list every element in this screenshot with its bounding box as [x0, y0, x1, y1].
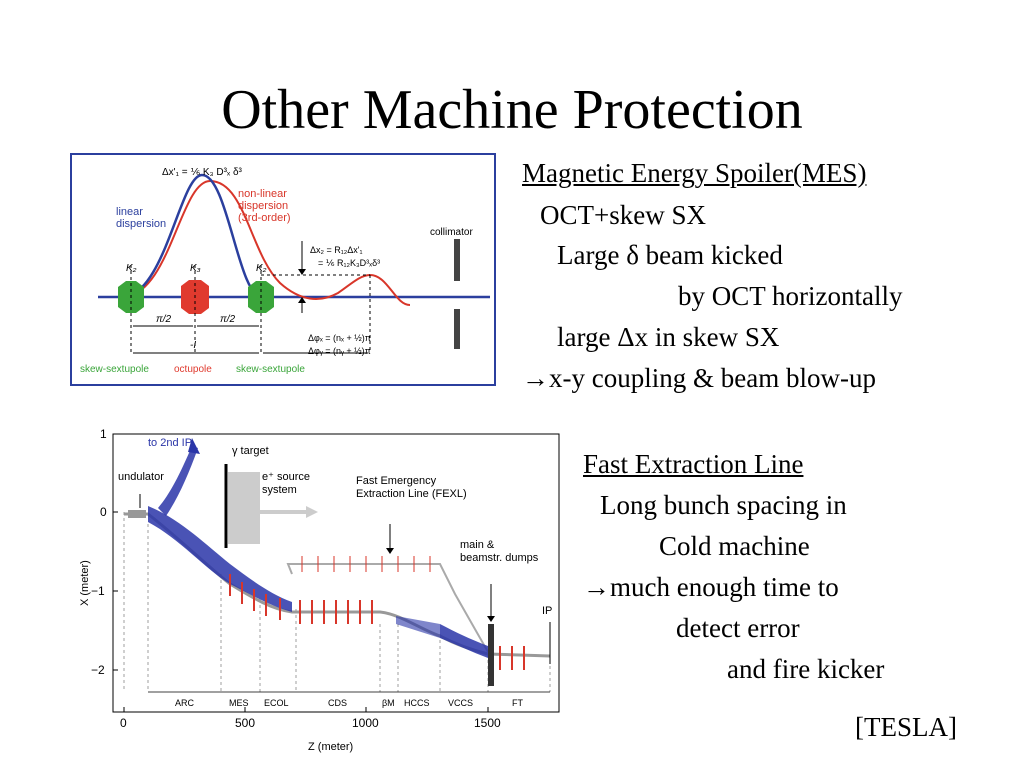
fel-line-1: Long bunch spacing in — [600, 490, 847, 520]
ytick-minus1: −1 — [91, 584, 105, 598]
collimator-upper-jaw — [454, 239, 460, 281]
quadrupole-markers — [229, 574, 525, 670]
ytick-1: 1 — [100, 427, 107, 441]
xtick-1000: 1000 — [352, 716, 379, 730]
nonlinear-label-1: non-linear — [238, 188, 287, 200]
beamline-layout-plot: 1 0 −1 −2 0 500 1000 1500 Z (meter) X (m… — [80, 427, 560, 753]
diagram-frame — [70, 153, 496, 386]
dump-label-1: main & — [460, 539, 495, 551]
beam-dump — [488, 624, 494, 686]
xtick-500: 500 — [235, 716, 255, 730]
nonlinear-label-3: (3rd-order) — [238, 212, 291, 224]
fel-heading: Fast Extraction Line — [583, 449, 804, 479]
fel-line-5: and fire kicker — [727, 654, 885, 684]
linear-label-2: dispersion — [116, 218, 166, 230]
e-plus-source-block — [228, 472, 260, 544]
octupole-label: octupole — [174, 364, 212, 375]
linear-dispersion-curve — [121, 173, 263, 299]
xtick-1500: 1500 — [474, 716, 501, 730]
phase-y-eq: Δφᵧ = (nᵧ + ½)π — [308, 346, 371, 356]
skew-sextupole-label-2: skew-sextupole — [236, 364, 305, 375]
fel-line-4: detect error — [676, 613, 800, 643]
section-hccs: HCCS — [404, 698, 430, 708]
eq-dx2: Δx₂ = R₁₂Δx'₁ — [310, 245, 363, 255]
xtick-0: 0 — [120, 716, 127, 730]
fel-line-2: Cold machine — [659, 531, 810, 561]
to-2nd-ip-label: to 2nd IP — [148, 437, 192, 449]
section-ft: FT — [512, 698, 523, 708]
arc-magnets — [148, 506, 292, 612]
eq-dx2-expanded: = ⅙ R₁₂K₃D³ₓδ³ — [318, 258, 380, 268]
skew-sextupole-label-1: skew-sextupole — [80, 364, 149, 375]
minus-i-label: -I — [190, 340, 196, 351]
ytick-0: 0 — [100, 505, 107, 519]
eq-kick: Δx'₁ = ⅙ K₃ D³ₓ δ³ — [162, 167, 243, 178]
pi-half-1: π/2 — [156, 314, 171, 325]
fexl-label-2: Extraction Line (FEXL) — [356, 488, 467, 500]
section-beta-m: βM — [382, 698, 395, 708]
source-credit: [TESLA] — [855, 712, 957, 742]
undulator-label: undulator — [118, 471, 164, 483]
y-axis-label: X (meter) — [80, 560, 91, 606]
k2-label-2: K₂ — [256, 263, 267, 274]
ip-label: IP — [542, 605, 552, 617]
dump-label-2: beamstr. dumps — [460, 552, 539, 564]
section-vccs: VCCS — [448, 698, 473, 708]
mes-diagram: Δx'₁ = ⅙ K₃ D³ₓ δ³ linear dispersion non… — [70, 153, 496, 386]
k3-label: K₃ — [190, 263, 201, 274]
pi-half-2: π/2 — [220, 314, 235, 325]
k2-label-1: K₂ — [126, 263, 137, 274]
vccs-magnets — [440, 624, 488, 658]
plot-frame — [112, 433, 560, 713]
e-source-label-1: e⁺ source — [262, 471, 310, 483]
mes-line-3: by OCT horizontally — [678, 281, 903, 311]
ytick-minus2: −2 — [91, 663, 105, 677]
e-source-label-2: system — [262, 484, 297, 496]
section-cds: CDS — [328, 698, 347, 708]
section-arc: ARC — [175, 698, 195, 708]
nonlinear-label-2: dispersion — [238, 200, 288, 212]
collimator-label: collimator — [430, 227, 473, 238]
undulator-segment — [128, 510, 146, 518]
fexl-label-1: Fast Emergency — [356, 475, 437, 487]
fel-line-3: →much enough time to — [583, 572, 839, 602]
mes-heading: Magnetic Energy Spoiler(MES) — [522, 158, 867, 188]
x-axis-label: Z (meter) — [308, 741, 353, 753]
section-ecol: ECOL — [264, 698, 289, 708]
mes-line-1: OCT+skew SX — [540, 200, 706, 230]
fexl-markers — [301, 556, 431, 572]
section-mes: MES — [229, 698, 249, 708]
mes-line-4: large Δx in skew SX — [557, 322, 780, 352]
to-2nd-ip-magnets — [158, 446, 198, 516]
gamma-target-label: γ target — [232, 445, 269, 457]
mes-line-5: →x-y coupling & beam blow-up — [522, 363, 876, 393]
fexl-beamline — [286, 563, 489, 653]
mes-line-2: Large δ beam kicked — [557, 240, 783, 270]
phase-x-eq: Δφₓ = (nₓ + ½)π — [308, 333, 371, 343]
slide-title: Other Machine Protection — [221, 79, 803, 141]
linear-label-1: linear — [116, 206, 143, 218]
collimator-lower-jaw — [454, 309, 460, 349]
